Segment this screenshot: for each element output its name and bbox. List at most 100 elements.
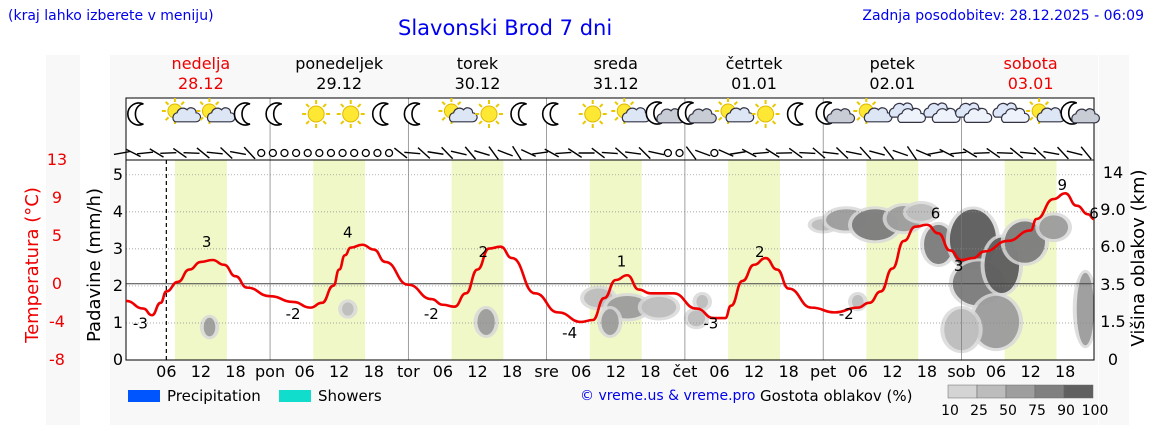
temperature-label-10: 2 bbox=[755, 243, 765, 261]
temperature-label-1: -3 bbox=[133, 314, 148, 332]
density-swatch-3 bbox=[1005, 384, 1036, 399]
wind-barb-47 bbox=[648, 150, 665, 156]
x-tick-6: 18 bbox=[364, 362, 384, 381]
day-date-7: 03.01 bbox=[1008, 74, 1054, 93]
wind-barb-66 bbox=[869, 150, 885, 156]
density-level-1: 10 bbox=[941, 403, 959, 419]
day-date-4: 31.12 bbox=[593, 74, 639, 93]
x-day-label-4: čet bbox=[672, 362, 697, 381]
legend-showers-swatch bbox=[279, 390, 311, 402]
weather-icon-d4-2-sun-icon bbox=[578, 100, 607, 128]
wind-barb-73 bbox=[950, 151, 967, 155]
cloud-blob-6 bbox=[924, 224, 953, 265]
x-tick-14: 12 bbox=[744, 362, 764, 381]
temperature-tick-4: 0 bbox=[52, 274, 62, 293]
wind-barb-7 bbox=[183, 152, 200, 154]
x-tick-12: 18 bbox=[640, 362, 660, 381]
region-note[interactable]: (kraj lahko izberete v meniju) bbox=[8, 8, 214, 24]
precipitation-tick-2: 1 bbox=[113, 313, 123, 332]
cloud-height-tick-5: 9.0 bbox=[1100, 200, 1125, 219]
weather-icon-d5-4-moon-icon bbox=[786, 102, 804, 126]
legend-precipitation-label: Precipitation bbox=[167, 387, 261, 405]
weather-icon-d6-3-cloud-icon bbox=[888, 102, 927, 123]
wind-barb-30 bbox=[450, 150, 467, 156]
weather-icon-d1-1-moon-icon bbox=[127, 102, 144, 126]
wind-barb-50 bbox=[685, 146, 697, 160]
wind-barb-1 bbox=[113, 150, 130, 156]
day-name-5: četrtek bbox=[726, 54, 784, 73]
wind-barb-26 bbox=[404, 151, 421, 155]
temperature-line bbox=[126, 192, 1094, 324]
density-level-2: 25 bbox=[970, 403, 988, 419]
page-title: Slavonski Brod 7 dni bbox=[398, 16, 613, 40]
wind-calm-49 bbox=[675, 148, 684, 158]
weather-icon-d2-2-sun-icon bbox=[302, 100, 331, 128]
precipitation-tick-3: 2 bbox=[113, 276, 123, 295]
wind-barb-84 bbox=[1080, 146, 1092, 160]
wind-calm-52 bbox=[710, 148, 719, 158]
wind-barb-79 bbox=[1020, 151, 1037, 155]
wind-barb-8 bbox=[196, 147, 210, 159]
wind-barb-6 bbox=[172, 147, 187, 159]
wind-barb-69 bbox=[906, 145, 917, 161]
cloud-blob-24 bbox=[696, 295, 708, 309]
wind-barb-27 bbox=[417, 147, 431, 159]
cloud-blob-10 bbox=[1004, 221, 1046, 263]
weather-icon-d3-4-moon-icon bbox=[510, 102, 527, 126]
x-tick-5: 12 bbox=[329, 362, 349, 381]
precipitation-axis-label: Padavine (mm/h) bbox=[84, 188, 105, 342]
wind-barb-81 bbox=[1043, 150, 1060, 156]
x-tick-10: 06 bbox=[571, 362, 591, 381]
cloud-height-tick-2: 1.5 bbox=[1100, 312, 1125, 331]
wind-barb-39 bbox=[555, 151, 572, 155]
wind-barb-25 bbox=[393, 147, 408, 159]
wind-calm-18 bbox=[315, 148, 324, 158]
x-day-label-2: tor bbox=[397, 362, 420, 381]
wind-calm-19 bbox=[326, 148, 336, 158]
x-day-label-5: pet bbox=[810, 362, 836, 381]
x-day-label-1: pon bbox=[255, 362, 285, 381]
wind-barb-80 bbox=[1033, 147, 1047, 159]
wind-barb-53 bbox=[718, 149, 734, 157]
temperature-label-4: 4 bbox=[343, 224, 353, 242]
temperature-tick-1: 13 bbox=[47, 150, 67, 169]
cloud-blob-13 bbox=[1039, 215, 1069, 240]
cloud-height-tick-3: 3.5 bbox=[1100, 275, 1125, 294]
weather-icon-d3-3-sun-icon bbox=[475, 100, 503, 128]
wind-barb-82 bbox=[1056, 146, 1069, 160]
wind-barb-43 bbox=[601, 151, 618, 155]
wind-barb-36 bbox=[520, 148, 537, 158]
wind-barb-38 bbox=[544, 148, 560, 158]
x-tick-21: 18 bbox=[1055, 362, 1075, 381]
wind-barb-59 bbox=[788, 147, 803, 159]
wind-barb-11 bbox=[229, 150, 247, 156]
wind-barb-42 bbox=[591, 147, 606, 159]
weather-icon-d5-3-sun-icon bbox=[751, 100, 780, 128]
wind-barb-5 bbox=[160, 152, 177, 154]
density-level-6: 100 bbox=[1082, 403, 1109, 419]
wind-barb-75 bbox=[973, 152, 990, 154]
temperature-label-13: 3 bbox=[954, 257, 964, 275]
x-day-label-3: sre bbox=[534, 362, 558, 381]
wind-calm-14 bbox=[268, 148, 278, 158]
weather-icon-d1-3-sun-cloud-icon bbox=[196, 98, 236, 124]
temperature-label-9: -3 bbox=[703, 314, 718, 332]
cloud-height-tick-6: 14 bbox=[1103, 163, 1123, 182]
wind-barb-12 bbox=[243, 146, 256, 160]
wind-barb-74 bbox=[962, 148, 978, 158]
density-level-3: 50 bbox=[999, 403, 1017, 419]
temperature-tick-3: 5 bbox=[52, 226, 62, 245]
wind-barb-70 bbox=[915, 149, 932, 157]
wind-barb-9 bbox=[206, 151, 223, 155]
x-tick-20: 12 bbox=[1020, 362, 1040, 381]
wind-calm-16 bbox=[291, 148, 301, 158]
daylight-band-5 bbox=[728, 160, 780, 360]
cloud-blob-19 bbox=[687, 310, 706, 327]
cloud-density-title: Gostota oblakov (%) bbox=[760, 387, 913, 405]
temperature-label-15: 6 bbox=[1089, 205, 1099, 223]
temperature-label-6: 2 bbox=[478, 243, 488, 261]
credit-link[interactable]: © vreme.us & vreme.pro bbox=[580, 388, 756, 404]
cloud-blob-14 bbox=[1076, 272, 1094, 346]
x-tick-7: 06 bbox=[433, 362, 453, 381]
density-swatch-2 bbox=[976, 384, 1007, 399]
